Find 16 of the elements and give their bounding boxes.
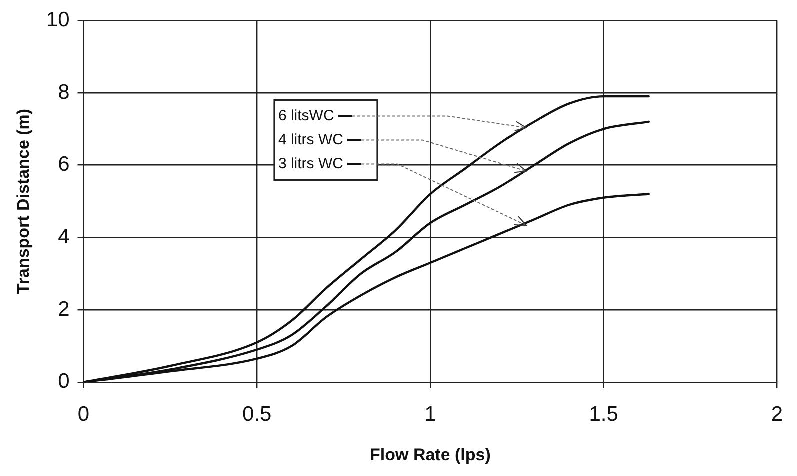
y-tick-label: 0 [58,370,70,394]
y-tick-label: 2 [58,298,70,321]
legend-label: 3 litrs WC [278,155,344,172]
x-tick-label: 1 [424,402,436,426]
x-tick-label: 2 [771,402,784,426]
legend-label: 6 litsWC [278,107,334,124]
x-tick-label: 0 [78,402,90,426]
legend-label: 4 litrs WC [278,131,344,148]
x-axis-title: Flow Rate (lps) [370,445,491,464]
x-tick-label: 0.5 [242,402,272,426]
y-tick-label: 8 [58,80,70,104]
y-axis-title: Transport Distance (m) [14,108,33,294]
y-tick-label: 4 [58,225,70,248]
y-tick-label: 10 [46,8,70,32]
y-tick-label: 6 [58,153,70,176]
x-tick-label: 1.5 [589,402,618,426]
